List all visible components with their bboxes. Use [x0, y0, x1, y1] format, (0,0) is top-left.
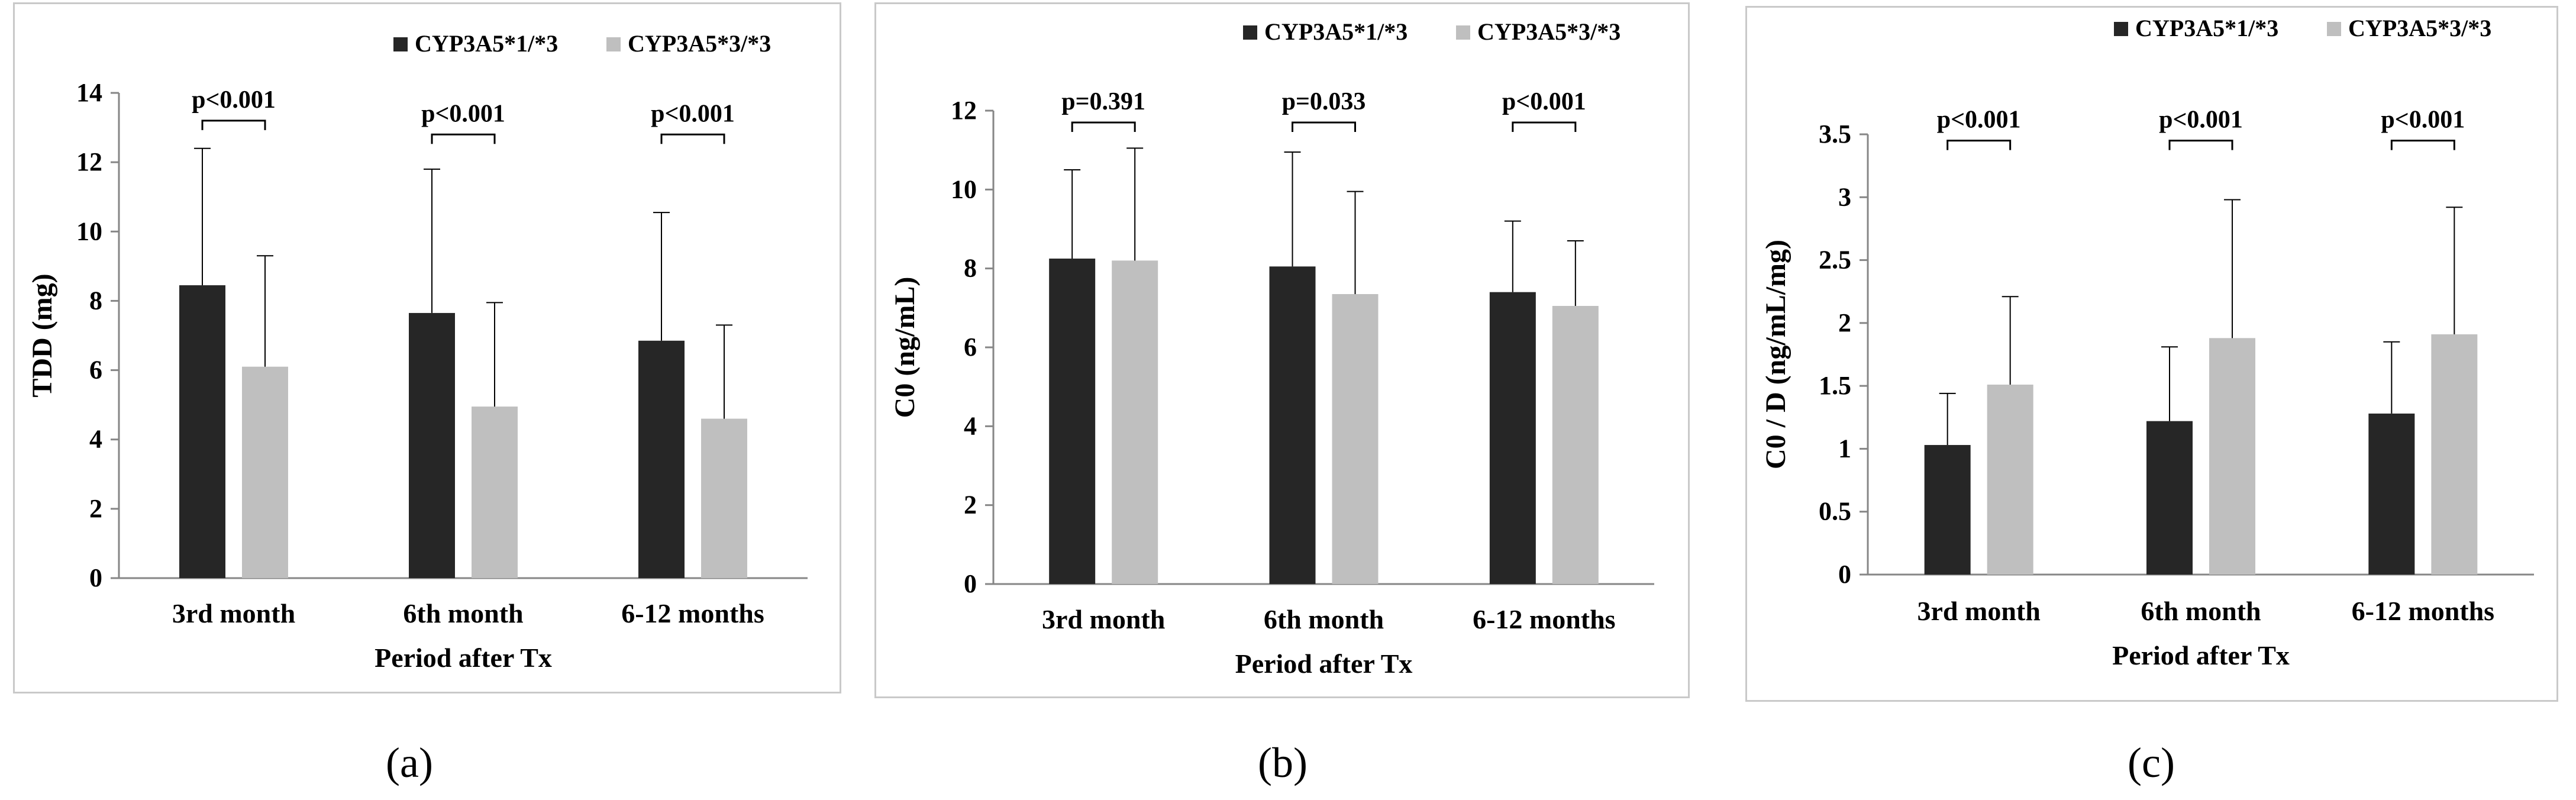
- significance-bracket: [2168, 140, 2233, 150]
- significance-label: p<0.001: [1937, 107, 2021, 134]
- chart-panel-b: 0 2 4 6 8 10 12 C0 (ng/mL) Period after Tx 3rd mo…: [874, 2, 1690, 698]
- significance-label: p=0.391: [1061, 88, 1145, 115]
- bar-cyp3a5-1-3: [1269, 266, 1316, 584]
- legend-label: CYP3A5*3/*3: [2348, 15, 2491, 41]
- y-tick-label: 8: [964, 254, 977, 283]
- bar-cyp3a5-3-3: [2209, 338, 2255, 575]
- x-tick-label: 6-12 months: [621, 598, 764, 628]
- y-tick-label: 8: [89, 286, 102, 315]
- y-tick-label: 3: [1838, 182, 1851, 211]
- x-axis-title: Period after Tx: [1235, 649, 1413, 679]
- bar-cyp3a5-3-3: [1332, 294, 1379, 584]
- legend-swatch: [606, 37, 621, 51]
- bar-cyp3a5-1-3: [2146, 421, 2193, 575]
- y-tick-label: 4: [89, 425, 102, 454]
- significance-label: p<0.001: [421, 100, 505, 127]
- significance-label: p<0.001: [2381, 107, 2465, 134]
- x-tick-label: 6-12 months: [2352, 596, 2495, 626]
- y-axis-title: TDD (mg): [27, 273, 58, 397]
- y-tick-label: 0: [89, 563, 102, 592]
- y-tick-label: 1: [1838, 434, 1851, 463]
- y-tick-label: 0: [1838, 560, 1851, 589]
- significance-bracket: [1071, 121, 1136, 132]
- x-tick-label: 6-12 months: [1473, 604, 1616, 634]
- bar-cyp3a5-1-3: [2368, 413, 2415, 575]
- x-tick-label: 3rd month: [1918, 596, 2041, 626]
- bar-cyp3a5-1-3: [409, 312, 455, 578]
- legend-label: CYP3A5*1/*3: [2135, 15, 2278, 41]
- significance-label: p<0.001: [192, 86, 276, 114]
- legend-swatch: [393, 37, 408, 51]
- chart-b-svg: 0 2 4 6 8 10 12 C0 (ng/mL) Period after Tx 3rd mo…: [889, 18, 1654, 679]
- y-tick-label: 2: [964, 491, 977, 520]
- panel-label-a: (a): [386, 739, 433, 786]
- panel-label-c: (c): [2128, 739, 2175, 786]
- bar-cyp3a5-3-3: [1112, 260, 1158, 584]
- y-tick-label: 2: [89, 494, 102, 523]
- y-tick-label: 1.5: [1819, 371, 1851, 400]
- bar-cyp3a5-1-3: [1924, 445, 1971, 575]
- y-tick-label: 12: [951, 96, 977, 125]
- bar-cyp3a5-3-3: [472, 407, 518, 578]
- y-axis-title: C0 / D (ng/mL/mg): [1760, 240, 1791, 469]
- y-tick-label: 14: [76, 78, 102, 107]
- significance-bracket: [1292, 121, 1356, 132]
- y-tick-label: 2.5: [1819, 246, 1851, 275]
- x-tick-label: 3rd month: [1042, 604, 1165, 634]
- bar-cyp3a5-3-3: [2431, 334, 2478, 575]
- bar-cyp3a5-1-3: [1049, 259, 1096, 584]
- legend-label: CYP3A5*1/*3: [415, 30, 558, 57]
- legend-swatch: [1243, 25, 1257, 40]
- significance-label: p=0.033: [1282, 88, 1366, 115]
- significance-label: p<0.001: [651, 100, 735, 127]
- y-tick-label: 6: [964, 333, 977, 362]
- x-tick-label: 6th month: [403, 598, 523, 628]
- x-tick-label: 6th month: [2141, 596, 2261, 626]
- y-tick-label: 0.5: [1819, 497, 1851, 526]
- bar-cyp3a5-1-3: [638, 340, 685, 578]
- y-tick-label: 2: [1838, 308, 1851, 337]
- chart-a-svg: 0 2 4 6 8 10 12 14 TDD (mg) Period after Tx 3rd mo…: [27, 30, 808, 673]
- chart-panel-a: 0 2 4 6 8 10 12 14 TDD (mg) Period after Tx 3rd mo…: [13, 2, 841, 693]
- bar-cyp3a5-3-3: [1987, 385, 2033, 575]
- significance-bracket: [660, 133, 725, 144]
- chart-panel-c: 0 0.5 1 1.5 2 2.5 3 3.5 C0 / D (ng/mL/mg) Period …: [1745, 6, 2558, 702]
- y-tick-label: 4: [964, 411, 977, 440]
- legend-swatch: [2114, 22, 2128, 36]
- significance-bracket: [201, 120, 266, 130]
- significance-bracket: [1946, 140, 2012, 150]
- y-tick-label: 0: [964, 569, 977, 598]
- panel-label-b: (b): [1258, 739, 1308, 786]
- significance-bracket: [1512, 121, 1577, 132]
- y-tick-label: 10: [951, 175, 977, 204]
- y-axis-title: C0 (ng/mL): [889, 277, 921, 418]
- legend-label: CYP3A5*3/*3: [628, 30, 771, 57]
- legend-swatch: [2327, 22, 2341, 36]
- x-axis-title: Period after Tx: [2112, 640, 2290, 670]
- legend-swatch: [1456, 25, 1470, 40]
- x-tick-label: 6th month: [1264, 604, 1384, 634]
- y-tick-label: 3.5: [1819, 120, 1851, 149]
- y-tick-label: 6: [89, 356, 102, 385]
- y-tick-label: 12: [76, 147, 102, 176]
- significance-bracket: [2390, 140, 2455, 150]
- x-tick-label: 3rd month: [172, 598, 295, 628]
- y-tick-label: 10: [76, 217, 102, 246]
- bar-cyp3a5-3-3: [242, 366, 288, 578]
- chart-c-svg: 0 0.5 1 1.5 2 2.5 3 3.5 C0 / D (ng/mL/mg) Period …: [1760, 15, 2534, 670]
- significance-bracket: [431, 133, 496, 144]
- bar-cyp3a5-1-3: [1489, 292, 1536, 584]
- bar-cyp3a5-3-3: [1552, 306, 1599, 584]
- legend-label: CYP3A5*1/*3: [1264, 18, 1408, 45]
- x-axis-title: Period after Tx: [375, 643, 552, 673]
- legend-label: CYP3A5*3/*3: [1477, 18, 1621, 45]
- significance-label: p<0.001: [2159, 107, 2243, 134]
- bar-cyp3a5-3-3: [701, 418, 747, 578]
- bar-cyp3a5-1-3: [179, 285, 225, 578]
- significance-label: p<0.001: [1502, 88, 1586, 115]
